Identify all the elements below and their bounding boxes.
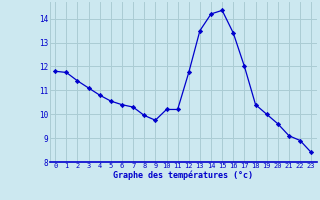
X-axis label: Graphe des températures (°c): Graphe des températures (°c) bbox=[113, 171, 253, 180]
